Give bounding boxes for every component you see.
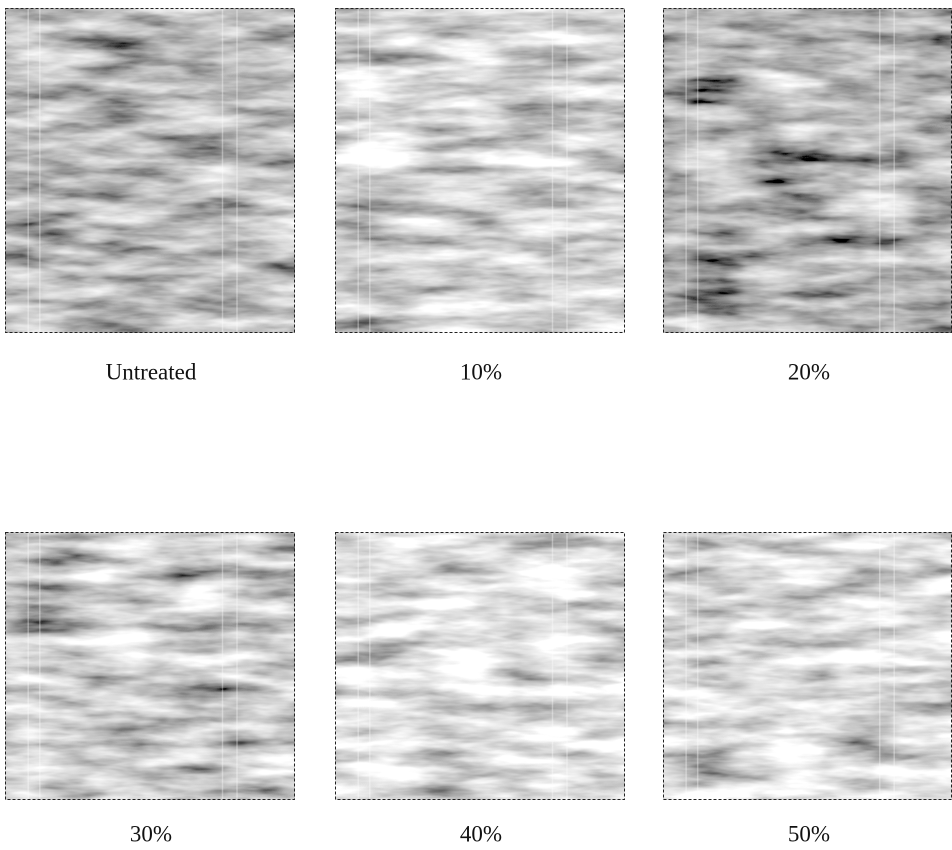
micrograph <box>335 532 625 800</box>
panel-label: 40% <box>460 821 502 846</box>
panel-label: 10% <box>460 359 502 384</box>
panel-label: Untreated <box>106 359 197 384</box>
image-panel <box>663 532 952 800</box>
micrograph <box>5 532 295 800</box>
micrograph <box>5 8 295 333</box>
panel-label: 20% <box>788 359 830 384</box>
micrograph <box>335 8 625 333</box>
micrograph <box>663 532 952 800</box>
image-panel <box>663 8 952 333</box>
micrograph <box>663 8 952 333</box>
panel-label: 30% <box>130 821 172 846</box>
panel-label: 50% <box>788 821 830 846</box>
image-panel <box>335 532 625 800</box>
image-panel <box>5 532 295 800</box>
figure: Untreated 10% 20% 30% 40% 50% <box>0 0 952 850</box>
image-panel <box>335 8 625 333</box>
image-panel <box>5 8 295 333</box>
